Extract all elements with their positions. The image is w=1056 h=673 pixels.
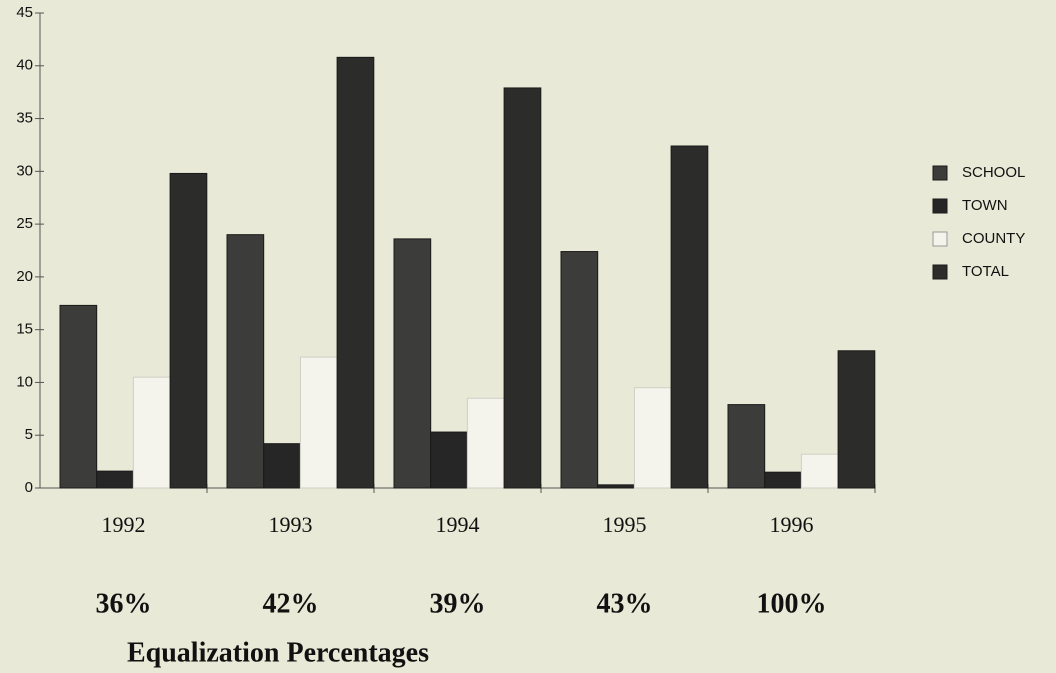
bar [59,304,98,489]
y-tick-label: 30 [16,162,33,179]
bar [633,387,672,489]
y-tick-label: 0 [25,479,33,496]
legend-swatch [932,165,948,181]
y-tick-label: 20 [16,268,33,285]
bar [336,56,375,489]
bar [597,484,635,489]
x-tick-label: 1995 [603,512,647,537]
legend-label: COUNTY [962,230,1025,247]
x-axis-title: Equalization Percentages [127,637,429,668]
x-tick-label: 1993 [269,512,313,537]
bar [800,453,839,489]
bar [263,443,301,489]
x-tick-label: 1994 [436,512,480,537]
y-tick-label: 10 [16,373,33,390]
y-tick-label: 35 [16,110,33,127]
y-tick-label: 45 [16,4,33,21]
bar [226,234,265,489]
legend-swatch [932,198,948,214]
annotation: 42% [263,588,319,619]
bar [727,404,766,489]
y-tick-label: 15 [16,321,33,338]
x-tick-label: 1992 [102,512,146,537]
bar [132,376,171,489]
x-tick-label: 1996 [770,512,814,537]
bar [96,470,134,489]
bar [393,238,432,489]
annotation: 43% [597,588,653,619]
legend-swatch [932,264,948,280]
legend-label: SCHOOL [962,164,1025,181]
legend-swatch [932,231,948,247]
bar [837,350,876,489]
bar [764,471,802,489]
y-tick-label: 5 [25,426,33,443]
bar [670,145,709,489]
annotation: 39% [430,588,486,619]
bar [560,251,599,489]
y-tick-label: 40 [16,57,33,74]
bar [169,172,208,489]
legend-label: TOTAL [962,263,1009,280]
bar [430,431,468,489]
bar [503,87,542,489]
annotation: 100% [757,588,827,619]
y-tick-label: 25 [16,215,33,232]
annotation: 36% [96,588,152,619]
legend-label: TOWN [962,197,1008,214]
bar [466,397,505,489]
bar [299,356,338,489]
